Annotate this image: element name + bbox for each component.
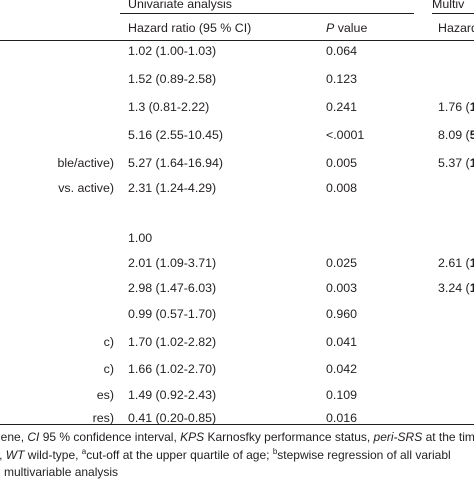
p-value-cell: 0.041 bbox=[326, 335, 358, 349]
footnote-line-2: y, WT wild-type, acut-off at the upper q… bbox=[0, 447, 451, 463]
multivariable-hazard-cell: 2.61 (1 bbox=[438, 255, 474, 271]
table-row bbox=[0, 206, 474, 224]
multivariable-hazard-value: 8.09 ( bbox=[438, 128, 470, 142]
footnote-line-3: n multivariable analysis bbox=[0, 465, 119, 479]
table-row: es) 1.49 (0.92-2.43) 0.109 bbox=[0, 387, 474, 405]
multivariable-hazard-cell: 5.37 (1 bbox=[438, 155, 474, 171]
row-label: c) bbox=[103, 335, 114, 349]
multivariable-hazard-bold: 5 bbox=[469, 128, 474, 142]
table-row: res) 0.41 (0.20-0.85) 0.016 bbox=[0, 410, 474, 428]
table-row: c) 1.66 (1.02-2.70) 0.042 bbox=[0, 361, 474, 379]
multivariable-hazard-bold: 1 bbox=[469, 256, 474, 270]
p-value-cell: 0.005 bbox=[326, 156, 358, 170]
table-row: 5.16 (2.55-10.45) <.0001 8.09 (5 bbox=[0, 127, 474, 145]
header-group-rule-right bbox=[432, 13, 474, 14]
row-label: res) bbox=[92, 411, 114, 425]
p-value-header: P value bbox=[326, 21, 368, 35]
table-row: 0.99 (0.57-1.70) 0.960 bbox=[0, 306, 474, 324]
row-label: vs. active) bbox=[58, 181, 114, 195]
table-bottom-rule bbox=[0, 424, 474, 425]
table-row: ble/active) 5.27 (1.64-16.94) 0.005 5.37 (1 bbox=[0, 155, 474, 173]
multivariable-hazard-bold: 1 bbox=[469, 156, 474, 170]
p-value-cell: 0.109 bbox=[326, 388, 358, 402]
p-value-cell: <.0001 bbox=[326, 128, 365, 142]
table-row: 1.52 (0.89-2.58) 0.123 bbox=[0, 71, 474, 89]
p-value-cell: 0.016 bbox=[326, 411, 358, 425]
hazard-ratio-cell: 5.27 (1.64-16.94) bbox=[128, 156, 224, 170]
row-label: es) bbox=[96, 388, 114, 402]
table-row: 1.3 (0.81-2.22) 0.241 1.76 (1 bbox=[0, 99, 474, 117]
hazard-ratio-cell: 0.99 (0.57-1.70) bbox=[128, 307, 217, 321]
multivariable-hazard-value: 5.37 ( bbox=[438, 156, 470, 170]
multivariable-hazard-cell: 1.76 (1 bbox=[438, 99, 474, 115]
table-row: c) 1.70 (1.02-2.82) 0.041 bbox=[0, 334, 474, 352]
p-value-cell: 0.241 bbox=[326, 100, 358, 114]
p-value-cell: 0.025 bbox=[326, 256, 358, 270]
hazard-ratio-cell: 2.98 (1.47-6.03) bbox=[128, 281, 217, 295]
header-bottom-rule bbox=[0, 40, 474, 41]
hazard-ratio-cell: 1.02 (1.00-1.03) bbox=[128, 44, 217, 58]
hazard-ratio-cell: 2.31 (1.24-4.29) bbox=[128, 181, 217, 195]
multivariable-hazard-bold: 1 bbox=[469, 100, 474, 114]
multivariable-hazard-value: 3.24 ( bbox=[438, 281, 470, 295]
table-row: 2.98 (1.47-6.03) 0.003 3.24 (1 bbox=[0, 280, 474, 298]
hazard-ratio-cell: 1.70 (1.02-2.82) bbox=[128, 335, 217, 349]
p-value-cell: 0.008 bbox=[326, 181, 358, 195]
hazard-ratio-header-multivariable: Hazard bbox=[438, 21, 474, 35]
multivariable-analysis-header: Multiv bbox=[432, 0, 465, 11]
p-value-cell: 0.123 bbox=[326, 72, 358, 86]
hazard-ratio-cell: 1.3 (0.81-2.22) bbox=[128, 100, 210, 114]
table-row: 1.00 bbox=[0, 230, 474, 248]
multivariable-hazard-cell: 8.09 (5 bbox=[438, 127, 474, 143]
hazard-ratio-cell: 0.41 (0.20-0.85) bbox=[128, 411, 217, 425]
row-label: ble/active) bbox=[57, 156, 114, 170]
multivariable-hazard-bold: 1 bbox=[469, 281, 474, 295]
p-value-cell: 0.960 bbox=[326, 307, 358, 321]
footnote-line-1: gene, CI 95 % confidence interval, KPS K… bbox=[0, 430, 474, 444]
multivariable-hazard-value: 1.76 ( bbox=[438, 100, 470, 114]
multivariable-hazard-value: 2.61 ( bbox=[438, 256, 470, 270]
p-value-cell: 0.042 bbox=[326, 362, 358, 376]
hazard-ratio-cell: 1.66 (1.02-2.70) bbox=[128, 362, 217, 376]
row-label: c) bbox=[103, 362, 114, 376]
table-row: 2.01 (1.09-3.71) 0.025 2.61 (1 bbox=[0, 255, 474, 273]
hazard-ratio-cell: 1.52 (0.89-2.58) bbox=[128, 72, 217, 86]
header-group-rule-left bbox=[120, 13, 414, 14]
table-row: 1.02 (1.00-1.03) 0.064 bbox=[0, 43, 474, 61]
p-value-cell: 0.003 bbox=[326, 281, 358, 295]
hazard-ratio-header: Hazard ratio (95 % CI) bbox=[128, 21, 252, 35]
p-value-cell: 0.064 bbox=[326, 44, 358, 58]
hazard-ratio-cell: 1.00 bbox=[128, 231, 153, 245]
hazard-ratio-cell: 1.49 (0.92-2.43) bbox=[128, 388, 217, 402]
table-row: vs. active) 2.31 (1.24-4.29) 0.008 bbox=[0, 180, 474, 198]
hazard-ratio-cell: 5.16 (2.55-10.45) bbox=[128, 128, 224, 142]
univariate-analysis-header: Univariate analysis bbox=[128, 0, 232, 11]
multivariable-hazard-cell: 3.24 (1 bbox=[438, 280, 474, 296]
hazard-ratio-cell: 2.01 (1.09-3.71) bbox=[128, 256, 217, 270]
